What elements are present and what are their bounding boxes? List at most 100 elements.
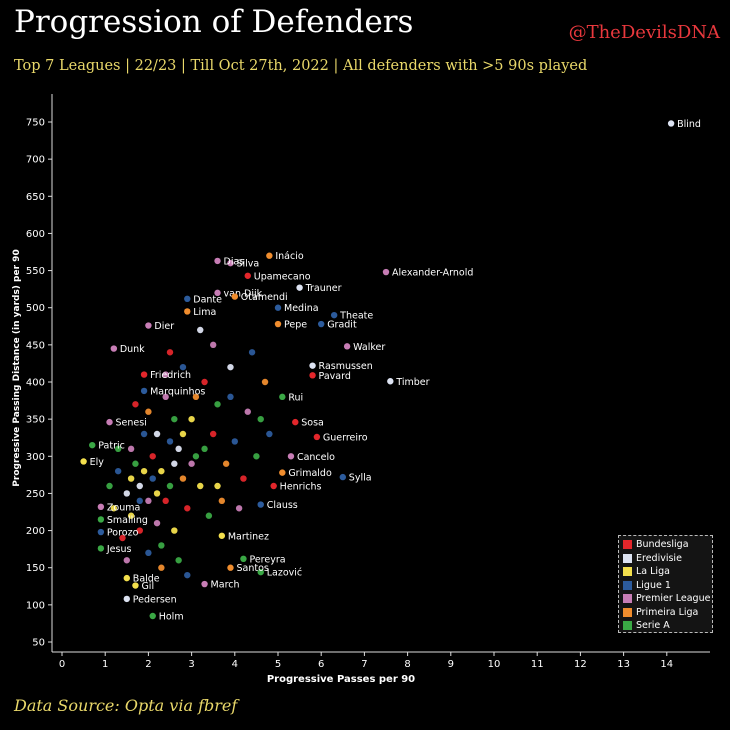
legend-item: Serie A bbox=[623, 619, 712, 633]
data-point bbox=[162, 393, 169, 401]
data-point bbox=[166, 482, 174, 490]
point-label: Martinez bbox=[228, 531, 269, 542]
data-point bbox=[266, 430, 273, 438]
legend-item: Bundesliga bbox=[623, 538, 712, 552]
data-point bbox=[171, 460, 178, 467]
scatter-chart: 0 1 2 3 4 5 6 7 8 9 10 11 12 13 1450100150200250300350… bbox=[12, 94, 710, 685]
point-label: Ely bbox=[90, 457, 105, 468]
point-label: Guerreiro bbox=[323, 432, 368, 443]
point-label: Dunk bbox=[120, 344, 145, 355]
data-point bbox=[667, 120, 675, 127]
data-point bbox=[136, 527, 143, 534]
point-label: Balde bbox=[133, 574, 160, 585]
point-label: Gil bbox=[141, 581, 154, 592]
x-tick-label: 11 bbox=[531, 659, 544, 670]
data-point bbox=[197, 326, 204, 334]
data-point bbox=[387, 378, 394, 385]
data-point bbox=[175, 445, 182, 453]
data-source: Data Source: Opta via fbref bbox=[14, 696, 238, 715]
data-point bbox=[240, 475, 247, 482]
legend-label: Primeira Liga bbox=[636, 606, 699, 618]
legend-swatch bbox=[623, 553, 632, 563]
point-label: Santos bbox=[236, 563, 268, 574]
data-point bbox=[227, 564, 234, 571]
data-point bbox=[171, 415, 178, 423]
data-point bbox=[119, 534, 126, 542]
x-tick-label: 7 bbox=[361, 659, 367, 670]
data-point bbox=[184, 308, 191, 315]
data-point bbox=[127, 512, 135, 519]
point-label: Henrichs bbox=[280, 482, 322, 493]
data-point bbox=[162, 497, 169, 505]
data-point bbox=[158, 542, 165, 549]
point-label: Theate bbox=[339, 311, 373, 322]
data-point bbox=[318, 320, 325, 328]
data-point bbox=[179, 430, 187, 438]
x-tick-label: 12 bbox=[574, 659, 587, 670]
data-point bbox=[188, 460, 195, 467]
data-point bbox=[153, 430, 161, 438]
data-point bbox=[110, 345, 118, 352]
data-point bbox=[166, 438, 174, 445]
data-point bbox=[127, 445, 135, 453]
data-point bbox=[235, 505, 243, 512]
data-point bbox=[158, 467, 165, 475]
x-tick-label: 1 bbox=[102, 659, 108, 670]
data-point bbox=[231, 438, 238, 445]
legend-item: Eredivisie bbox=[623, 552, 712, 566]
y-tick-label: 450 bbox=[26, 340, 45, 351]
point-label: Jesus bbox=[106, 544, 132, 555]
point-label: van Dijk bbox=[224, 288, 263, 299]
data-point bbox=[188, 415, 195, 423]
data-point bbox=[339, 473, 346, 481]
data-point bbox=[136, 497, 143, 505]
data-point bbox=[244, 272, 251, 279]
data-point bbox=[179, 363, 187, 371]
point-label: Pedersen bbox=[133, 594, 177, 605]
data-point bbox=[261, 378, 269, 386]
y-tick-label: 400 bbox=[26, 378, 45, 389]
point-label: Dias bbox=[224, 256, 245, 267]
data-point bbox=[214, 482, 221, 490]
data-point bbox=[214, 289, 221, 297]
point-label: March bbox=[211, 580, 240, 591]
data-point bbox=[309, 362, 316, 369]
author-handle: @TheDevilsDNA bbox=[568, 22, 720, 43]
data-point bbox=[89, 441, 96, 449]
data-point bbox=[97, 503, 105, 510]
point-label: Pavard bbox=[319, 371, 351, 382]
data-point bbox=[140, 371, 148, 378]
data-point bbox=[166, 349, 174, 356]
y-tick-label: 650 bbox=[26, 192, 45, 203]
data-point bbox=[292, 418, 299, 426]
chart-title: Progression of Defenders bbox=[14, 4, 414, 40]
point-label: Dante bbox=[193, 294, 222, 305]
data-point bbox=[257, 415, 264, 423]
data-point bbox=[145, 497, 152, 505]
x-tick-label: 0 bbox=[59, 659, 65, 670]
data-point bbox=[184, 295, 191, 302]
data-point bbox=[192, 453, 200, 460]
legend-item: Premier League bbox=[623, 592, 712, 606]
legend: Bundesliga Eredivisie La Liga Ligue 1 Premie… bbox=[618, 535, 713, 633]
x-tick-label: 5 bbox=[275, 659, 281, 670]
data-point bbox=[179, 475, 187, 482]
data-point bbox=[171, 527, 178, 534]
data-point bbox=[80, 458, 87, 465]
y-tick-label: 50 bbox=[32, 638, 45, 649]
point-label: Grimaldo bbox=[288, 468, 332, 479]
y-tick-label: 500 bbox=[26, 303, 45, 314]
x-tick-label: 14 bbox=[660, 659, 673, 670]
point-label: Patric bbox=[98, 441, 125, 452]
data-point bbox=[145, 322, 152, 329]
data-point bbox=[149, 475, 156, 482]
legend-swatch bbox=[623, 607, 632, 617]
data-point bbox=[210, 430, 217, 438]
point-label: Trauner bbox=[305, 283, 342, 294]
data-point bbox=[136, 482, 143, 490]
x-tick-label: 4 bbox=[232, 659, 238, 670]
data-point bbox=[127, 475, 135, 482]
data-point bbox=[114, 467, 122, 475]
x-tick-label: 8 bbox=[404, 659, 410, 670]
data-point bbox=[145, 408, 152, 415]
